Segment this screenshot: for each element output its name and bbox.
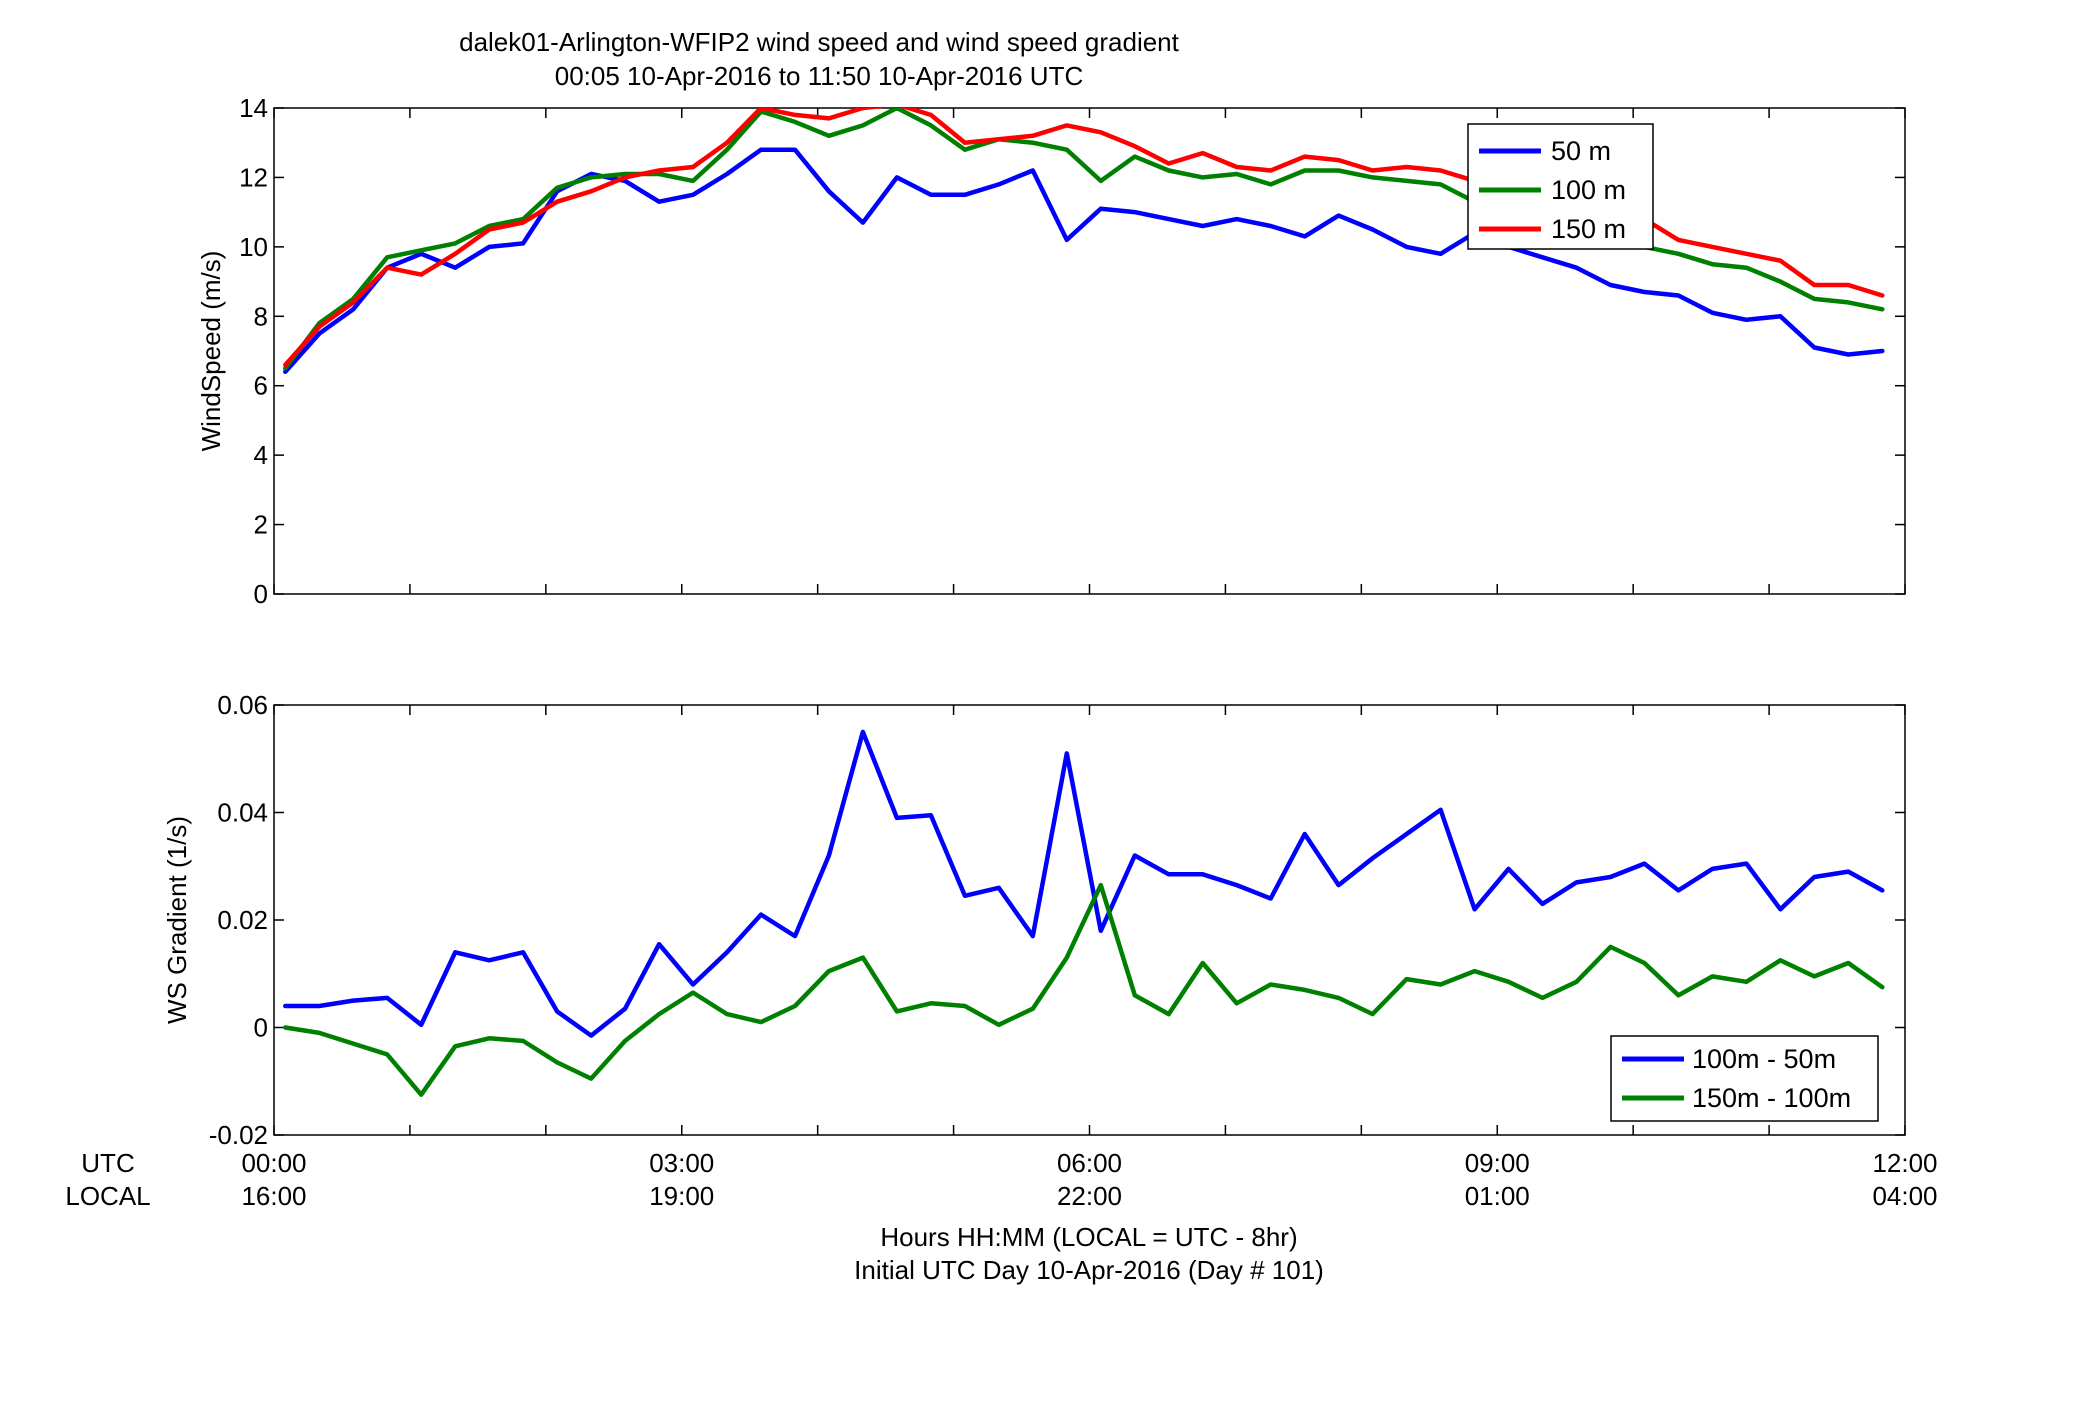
local-row-label: LOCAL: [65, 1181, 150, 1211]
gradient-y-tick-label: 0.04: [217, 798, 268, 828]
x-tick-label-local: 19:00: [649, 1181, 714, 1211]
gradient-y-tick-label: 0.02: [217, 905, 268, 935]
x-tick-label-local: 22:00: [1057, 1181, 1122, 1211]
legend-label-150m: 150 m: [1551, 214, 1626, 244]
gradient-legend-box: [1610, 1035, 1879, 1122]
windspeed-y-tick-label: 8: [254, 301, 268, 331]
gradient-series-group: [283, 729, 1885, 1097]
windspeed-y-tick-label: 12: [239, 162, 268, 192]
windspeed-y-tick-label: 0: [254, 579, 268, 609]
windspeed-y-tick-label: 4: [254, 440, 268, 470]
utc-row-label: UTC: [81, 1148, 134, 1178]
x-tick-label-local: 04:00: [1872, 1181, 1937, 1211]
gradient-series-line-0: [283, 729, 1885, 1038]
windspeed-y-axis-label: WindSpeed (m/s): [196, 251, 226, 452]
windspeed-legend: 50 m 100 m 150 m: [1467, 123, 1654, 250]
windspeed-axis-ticks: 0 2 4 6 8 10 12 14: [239, 93, 1906, 609]
windspeed-panel: 0 2 4 6 8 10 12 14 WindSpeed (m/s) 50 m 100 m 1…: [196, 93, 1906, 609]
gradient-series-line-1: [283, 882, 1885, 1097]
gradient-y-tick-label: -0.02: [209, 1120, 268, 1150]
x-tick-label-utc: 09:00: [1465, 1148, 1530, 1178]
x-axis-sublabel: Initial UTC Day 10-Apr-2016 (Day # 101): [854, 1255, 1324, 1285]
x-tick-label-local: 01:00: [1465, 1181, 1530, 1211]
gradient-y-tick-label: 0: [254, 1013, 268, 1043]
windspeed-y-tick-label: 10: [239, 232, 268, 262]
gradient-axis-ticks: -0.02 0 0.02 0.04 0.06: [209, 690, 1906, 1150]
windspeed-y-tick-label: 14: [239, 93, 268, 123]
x-axis-label: Hours HH:MM (LOCAL = UTC - 8hr): [880, 1222, 1297, 1252]
gradient-y-axis-label: WS Gradient (1/s): [162, 816, 192, 1024]
gradient-legend: 100m - 50m 150m - 100m: [1610, 1035, 1879, 1122]
windspeed-plot-area: [273, 107, 1906, 595]
x-tick-label-utc: 12:00: [1872, 1148, 1937, 1178]
x-tick-label-local: 16:00: [241, 1181, 306, 1211]
chart-title: dalek01-Arlington-WFIP2 wind speed and w…: [459, 27, 1180, 57]
x-tick-label-utc: 06:00: [1057, 1148, 1122, 1178]
legend-label-50m: 50 m: [1551, 136, 1611, 166]
x-tick-label-utc: 03:00: [649, 1148, 714, 1178]
legend-label-150m-100m: 150m - 100m: [1692, 1083, 1851, 1113]
legend-label-100m-50m: 100m - 50m: [1692, 1044, 1836, 1074]
legend-label-100m: 100 m: [1551, 175, 1626, 205]
chart-subtitle: 00:05 10-Apr-2016 to 11:50 10-Apr-2016 U…: [555, 61, 1084, 91]
windspeed-y-tick-label: 6: [254, 371, 268, 401]
x-tick-label-utc: 00:00: [241, 1148, 306, 1178]
gradient-y-tick-label: 0.06: [217, 690, 268, 720]
windspeed-series-line-0: [283, 147, 1885, 375]
windspeed-y-tick-label: 2: [254, 510, 268, 540]
gradient-panel: -0.02 0 0.02 0.04 0.06 WS Gradient (1/s) 100…: [162, 690, 1906, 1150]
